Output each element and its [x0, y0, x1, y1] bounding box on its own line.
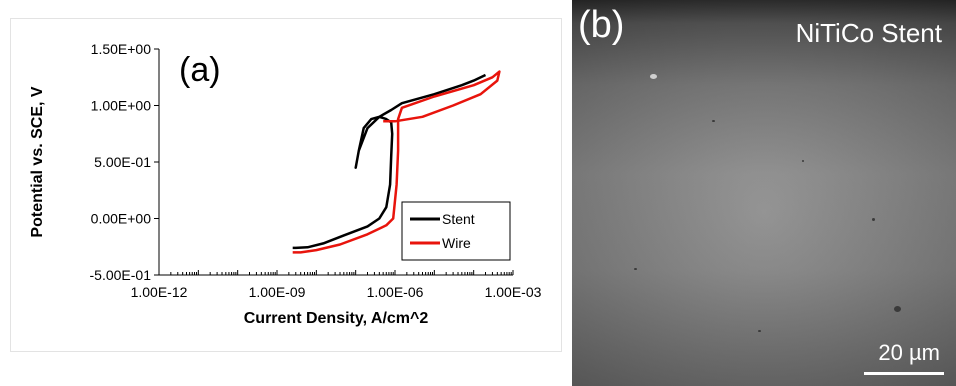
surface-particle: [894, 306, 901, 312]
sem-image-title: NiTiCo Stent: [795, 18, 942, 48]
y-tick-label: 0.00E+00: [91, 211, 152, 227]
x-axis-label: Current Density, A/cm^2: [244, 310, 429, 327]
x-tick-label: 1.00E-09: [249, 284, 306, 300]
sem-vignette: [572, 0, 956, 386]
y-axis-label: Potential vs. SCE, V: [29, 86, 46, 237]
surface-particle: [802, 160, 804, 162]
x-tick-label: 1.00E-06: [367, 284, 424, 300]
surface-particle: [634, 268, 637, 270]
y-tick-label: -5.00E-01: [90, 267, 152, 283]
sem-image-panel: (b) NiTiCo Stent 20 µm: [572, 0, 956, 386]
polarization-chart-panel: -5.00E-01 0.00E+00 5.00E-01 1.00E+00 1.50E+0…: [10, 18, 562, 352]
y-tick-label: 1.00E+00: [91, 98, 152, 114]
y-tick-label: 1.50E+00: [91, 41, 152, 57]
series-line-wire: [292, 70, 501, 254]
x-tick-label: 1.00E-03: [485, 284, 542, 300]
legend-label-stent: Stent: [442, 211, 475, 227]
polarization-chart: -5.00E-01 0.00E+00 5.00E-01 1.00E+00 1.50E+0…: [29, 41, 542, 327]
panel-b-label: (b): [578, 4, 625, 46]
sem-image: [572, 0, 956, 386]
scale-bar: [864, 372, 944, 375]
surface-particle: [712, 120, 715, 122]
y-tick-label: 5.00E-01: [94, 154, 151, 170]
legend-label-wire: Wire: [442, 235, 471, 251]
surface-particle: [650, 74, 657, 79]
scale-bar-label: 20 µm: [878, 340, 940, 365]
series-line-stent: [292, 73, 487, 250]
surface-particle: [758, 330, 761, 332]
legend-box: [401, 201, 511, 261]
panel-a-label: (a): [179, 51, 221, 89]
surface-particle: [872, 218, 875, 221]
x-tick-label: 1.00E-12: [131, 284, 188, 300]
